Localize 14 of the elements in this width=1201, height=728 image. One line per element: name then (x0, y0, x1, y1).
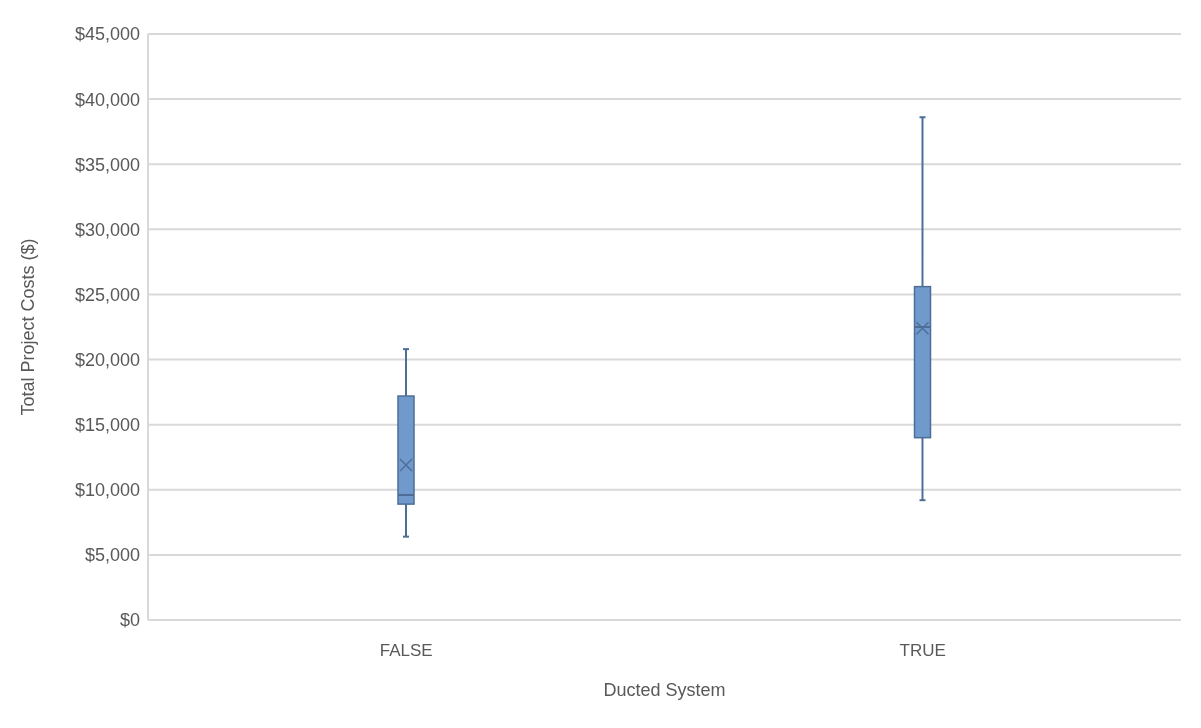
x-tick-label: TRUE (899, 641, 946, 661)
x-axis-title: Ducted System (603, 680, 726, 700)
y-tick-label: $35,000 (74, 154, 140, 175)
y-tick-label: $0 (119, 610, 140, 631)
y-tick-label: $25,000 (74, 284, 140, 305)
y-axis-title: Total Project Costs ($) (18, 238, 39, 416)
y-tick-label: $30,000 (74, 219, 140, 240)
y-tick-label: $20,000 (74, 349, 140, 370)
y-tick-label: $10,000 (74, 480, 140, 501)
y-tick-label: $5,000 (84, 545, 140, 566)
y-tick-label: $15,000 (74, 415, 140, 436)
y-tick-label: $40,000 (74, 89, 140, 110)
x-tick-label: FALSE (379, 641, 433, 661)
y-tick-label: $45,000 (74, 24, 140, 45)
